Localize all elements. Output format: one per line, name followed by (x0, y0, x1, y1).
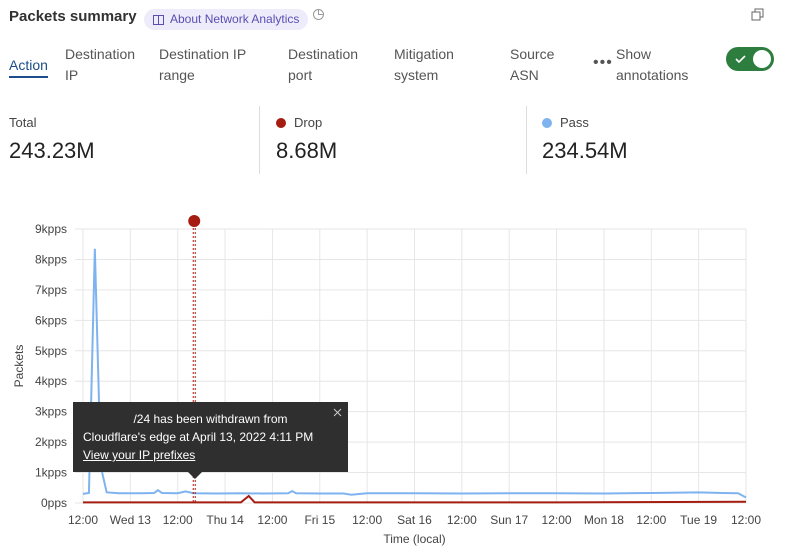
show-annotations-label: Show annotations (616, 46, 689, 83)
toggle-knob (753, 50, 771, 68)
tab-mitigation-system[interactable]: Mitigation system (394, 46, 454, 83)
x-tick-label: 12:00 (163, 513, 193, 527)
y-tick-label: 6kpps (35, 313, 67, 327)
x-tick-label: Mon 18 (584, 513, 624, 527)
y-axis-label: Packets (12, 345, 26, 388)
stat-total: Total 243.23M (9, 115, 95, 164)
x-tick-label: 12:00 (352, 513, 382, 527)
y-tick-label: 7kpps (35, 283, 67, 297)
annotation-marker (188, 215, 201, 227)
about-label: About Network Analytics (170, 12, 300, 26)
check-icon (735, 55, 746, 64)
stat-label: Pass (560, 115, 589, 130)
annotation-tooltip: /24 has been withdrawn from Cloudflare's… (73, 402, 348, 479)
stat-pass: Pass 234.54M (542, 115, 628, 164)
pass-dot-icon (542, 117, 552, 128)
x-tick-label: Fri 15 (304, 513, 335, 527)
x-tick-label: 12:00 (68, 513, 98, 527)
show-annotations-toggle[interactable] (726, 47, 774, 71)
x-tick-label: 12:00 (542, 513, 572, 527)
x-tick-label: Thu 14 (206, 513, 244, 527)
series-line-drop (83, 494, 747, 504)
divider (526, 106, 527, 174)
book-icon (153, 14, 164, 25)
tab-destination-port[interactable]: Destination port (288, 46, 359, 83)
tooltip-line1: /24 has been withdrawn from (133, 412, 288, 426)
close-icon[interactable] (333, 408, 342, 417)
x-tick-label: Wed 13 (110, 513, 151, 527)
y-tick-label: 1kpps (35, 466, 67, 480)
more-horizontal-icon[interactable]: ••• (593, 54, 613, 71)
x-axis-label: Time (local) (383, 532, 445, 546)
tab-action[interactable]: Action (9, 55, 48, 78)
y-tick-label: 9kpps (35, 222, 67, 236)
stat-value: 243.23M (9, 138, 95, 163)
x-tick-label: Tue 19 (680, 513, 717, 527)
series-line-pass (82, 248, 747, 499)
x-tick-label: 12:00 (447, 513, 477, 527)
tab-source-asn[interactable]: Source ASN (510, 46, 555, 83)
packets-chart: 0pps 1kpps 2kpps 3kpps 4kpps 5kpps 6kpps 7kpps 8… (12, 215, 761, 546)
view-ip-prefixes-link[interactable]: View your IP prefixes (83, 448, 196, 462)
page-title: Packets summary (9, 8, 137, 25)
drop-dot-icon (276, 117, 286, 128)
stat-value: 8.68M (276, 138, 338, 163)
y-tick-label: 0pps (41, 496, 67, 510)
x-tick-label: Sat 16 (397, 513, 432, 527)
x-tick-label: 12:00 (257, 513, 287, 527)
y-tick-label: 3kpps (35, 405, 67, 419)
tab-destination-ip[interactable]: Destination IP (65, 46, 136, 83)
stat-value: 234.54M (542, 138, 628, 163)
pie-clock-icon[interactable] (312, 8, 325, 21)
stat-drop: Drop 8.68M (276, 115, 337, 164)
y-tick-label: 4kpps (35, 374, 67, 388)
stat-label: Drop (294, 115, 323, 130)
x-tick-label: Sun 17 (490, 513, 528, 527)
expand-icon[interactable] (751, 8, 765, 22)
about-network-analytics-link[interactable]: About Network Analytics (144, 9, 309, 30)
divider (259, 106, 260, 174)
stat-label: Total (9, 115, 37, 130)
y-tick-label: 2kpps (35, 435, 67, 449)
y-tick-label: 5kpps (35, 344, 67, 358)
tooltip-line2: Cloudflare's edge at April 13, 2022 4:11… (83, 430, 314, 444)
x-tick-label: 12:00 (731, 513, 761, 527)
y-tick-label: 8kpps (35, 252, 67, 266)
tooltip-arrow (188, 472, 202, 479)
tab-destination-ip-range[interactable]: Destination IP range (159, 46, 246, 83)
x-tick-label: 12:00 (636, 513, 666, 527)
